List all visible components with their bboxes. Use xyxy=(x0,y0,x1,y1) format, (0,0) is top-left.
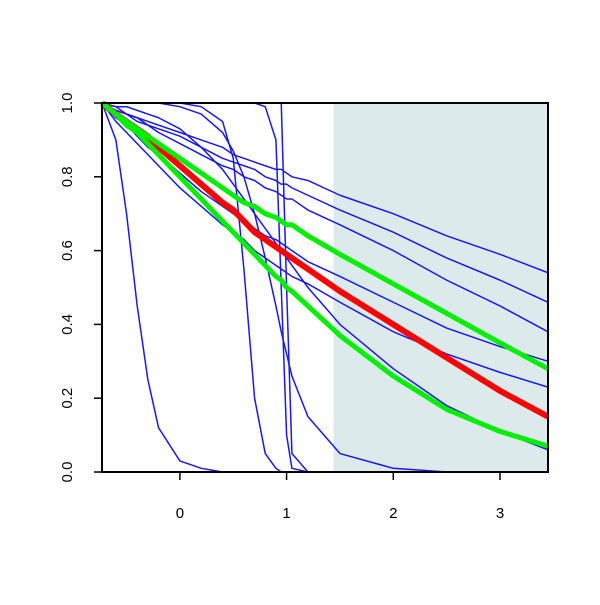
series-line xyxy=(101,102,549,388)
series-line xyxy=(101,102,549,451)
shaded-region xyxy=(333,103,548,472)
x-tick-label: 0 xyxy=(176,505,184,522)
y-tick-label: 1.0 xyxy=(59,93,76,114)
plot-frame xyxy=(101,102,549,473)
x-tick-label: 1 xyxy=(282,505,290,522)
y-tick-label: 0.4 xyxy=(59,314,76,335)
series-line xyxy=(101,102,549,303)
series-line xyxy=(100,101,549,449)
y-tick-label: 0.8 xyxy=(59,166,76,187)
y-tick-label: 0.0 xyxy=(59,462,76,483)
y-tick-label: 0.6 xyxy=(59,240,76,261)
x-tick-label: 2 xyxy=(389,505,397,522)
x-tick-label: 3 xyxy=(496,505,504,522)
series-line xyxy=(101,102,549,333)
series-line xyxy=(101,102,549,274)
series-line xyxy=(100,101,550,371)
y-tick-label: 0.2 xyxy=(59,388,76,409)
